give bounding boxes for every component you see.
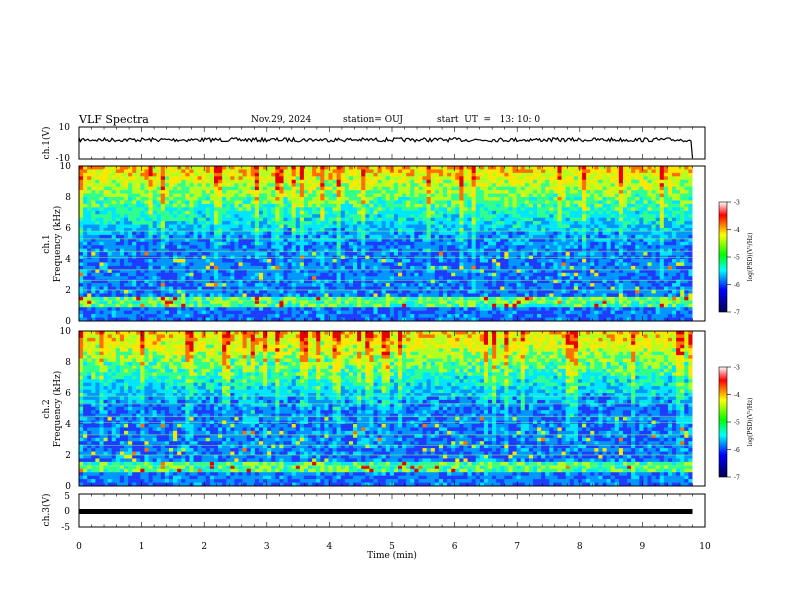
colorbar-tick-label: -3: [734, 365, 740, 372]
x-tick-label: 1: [139, 542, 145, 552]
ch3-ytick-mid: 0: [64, 507, 70, 517]
x-tick-label: 4: [327, 542, 333, 552]
date-label: Nov.29, 2024: [251, 115, 312, 125]
ch1-spec-ylabel: Frequency (kHz): [52, 206, 63, 283]
ch1-spectrogram: [79, 166, 705, 322]
ch3-ylabel: ch.3(V): [41, 494, 52, 527]
x-tick-label: 2: [201, 542, 207, 552]
station-label: station= OUJ: [343, 115, 404, 125]
x-tick-label: 9: [640, 542, 646, 552]
x-tick-label: 8: [577, 542, 583, 552]
start-time-label: start UT = 13: 10: 0: [437, 115, 541, 125]
ch1-colorbar: -3 -4 -5 -6 -7 log(PSD)(V²/Hz): [718, 200, 754, 317]
ch2-ytick-label: 2: [65, 451, 71, 461]
x-tick-label: 7: [514, 542, 520, 552]
colorbar-tick-label: -5: [734, 420, 740, 427]
colorbar-tick-label: -7: [734, 310, 740, 317]
ch1-ytick-label: 6: [65, 224, 71, 234]
ch1-ylabel: ch.1(V): [41, 127, 52, 160]
ch1-spec-channel-label: ch.1: [42, 234, 52, 253]
x-tick-labels: 0 1 2 3 4 5 6 7 8 9 10: [76, 542, 711, 552]
x-tick-label: 10: [699, 542, 711, 552]
axis-ticks: [78, 127, 706, 527]
ch1-ytick-top: 10: [59, 123, 71, 133]
ch2-ytick-label: 6: [65, 389, 71, 399]
x-axis-label: Time (min): [367, 550, 417, 561]
ch2-ytick-label: 8: [65, 358, 71, 368]
ch2-spec-ylabel: Frequency (kHz): [52, 371, 63, 448]
ch1-colorbar-label: log(PSD)(V²/Hz): [747, 233, 754, 282]
ch3-trace: [79, 509, 693, 514]
ch1-ytick-label: 0: [65, 317, 71, 327]
colorbar-tick-label: -6: [734, 447, 740, 454]
ch1-ytick-label: 8: [65, 193, 71, 203]
ch1-trace: [78, 136, 694, 159]
ch2-spectrogram: [79, 331, 705, 487]
ch3-ytick-top: 5: [64, 492, 70, 502]
colorbar-tick-label: -4: [734, 227, 740, 234]
ch1-ytick-label: 10: [60, 162, 72, 172]
ch2-ytick-label: 10: [60, 327, 72, 337]
x-tick-label: 6: [452, 542, 458, 552]
ch2-colorbar-label: log(PSD)(V²/Hz): [747, 398, 754, 447]
colorbar-tick-label: -5: [734, 255, 740, 262]
x-tick-label: 3: [264, 542, 270, 552]
colorbar-tick-label: -7: [734, 475, 740, 482]
colorbar-tick-label: -4: [734, 392, 740, 399]
ch1-ytick-label: 4: [65, 255, 71, 265]
x-tick-label: 0: [76, 542, 82, 552]
ch1-ytick-bottom: -10: [56, 154, 71, 164]
colorbar-tick-label: -6: [734, 282, 740, 289]
ch1-ytick-label: 2: [65, 286, 71, 296]
ch2-ytick-label: 0: [65, 482, 71, 492]
ch2-ytick-label: 4: [65, 420, 71, 430]
ch2-colorbar: -3 -4 -5 -6 -7 log(PSD)(V²/Hz): [718, 365, 754, 482]
chart-title: VLF Spectra: [79, 113, 149, 126]
colorbar-tick-label: -3: [734, 200, 740, 207]
ch2-spec-channel-label: ch.2: [42, 399, 52, 418]
x-tick-label: 5: [389, 542, 395, 552]
ch3-ytick-bottom: -5: [61, 523, 70, 533]
